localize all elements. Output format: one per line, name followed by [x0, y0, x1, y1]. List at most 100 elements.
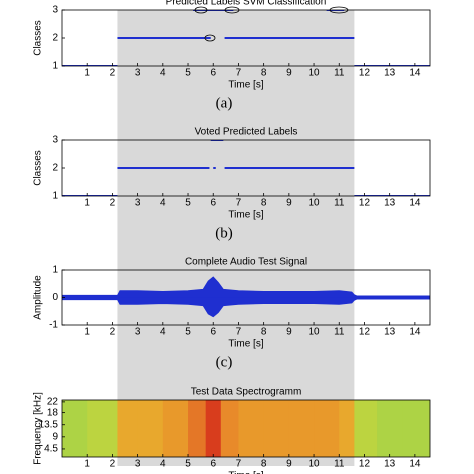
spectrogram-cell [87, 400, 118, 457]
x-tick-label: 4 [160, 68, 166, 79]
x-axis-label: Time [s] [228, 339, 263, 350]
x-tick-label: 5 [185, 198, 191, 209]
x-tick-label: 8 [261, 68, 267, 79]
x-tick-label: 3 [135, 327, 141, 338]
plot-area [62, 140, 430, 196]
x-tick-label: 6 [210, 327, 216, 338]
spectrogram-cell [263, 400, 290, 457]
x-tick-label: 8 [261, 327, 267, 338]
x-tick-label: 8 [261, 459, 267, 470]
spectrogram-cell [402, 400, 430, 457]
spectrogram-cell [339, 400, 355, 457]
spectrogram-cell [188, 400, 207, 457]
x-tick-label: 9 [286, 68, 292, 79]
y-axis-label: Amplitude [33, 275, 44, 320]
x-tick-label: 13 [384, 68, 396, 79]
spectrogram-cell [117, 400, 139, 457]
y-axis-label: Classes [33, 150, 44, 186]
spectrogram-cell [288, 400, 315, 457]
caption: (b) [215, 225, 233, 241]
y-tick-label: 3 [52, 135, 58, 146]
x-tick-label: 10 [308, 68, 320, 79]
x-tick-label: 7 [236, 327, 242, 338]
spectrogram-cell [62, 400, 88, 457]
x-tick-label: 9 [286, 459, 292, 470]
x-axis-label: Time [s] [228, 210, 263, 221]
x-tick-label: 2 [110, 198, 116, 209]
y-tick-label: 13.5 [39, 419, 59, 430]
x-tick-label: 2 [110, 68, 116, 79]
y-tick-label: 22 [47, 397, 59, 408]
signal-envelope [62, 276, 430, 298]
y-tick-label: 0 [52, 292, 58, 303]
plot-area [62, 276, 430, 318]
x-tick-label: 13 [384, 459, 396, 470]
x-tick-label: 5 [185, 68, 191, 79]
y-axis-label: Frequency [kHz] [33, 392, 44, 465]
y-tick-label: 1 [52, 265, 58, 276]
spectrogram-cell [377, 400, 403, 457]
x-tick-label: 11 [334, 327, 345, 338]
x-tick-label: 14 [409, 198, 421, 209]
spectrogram-cell [238, 400, 265, 457]
x-tick-label: 9 [286, 327, 292, 338]
spectrogram-cell [205, 400, 222, 457]
x-tick-label: 6 [210, 68, 216, 79]
spectrogram-cell [220, 400, 239, 457]
x-tick-label: 11 [334, 459, 345, 470]
y-tick-label: 1 [52, 61, 58, 72]
x-tick-label: 4 [160, 459, 166, 470]
x-axis-label: Time [s] [228, 471, 263, 474]
x-tick-label: 5 [185, 459, 191, 470]
spectrogram-cell [162, 400, 189, 457]
x-tick-label: 4 [160, 198, 166, 209]
caption: (c) [216, 354, 233, 370]
x-tick-label: 2 [110, 327, 116, 338]
y-axis-label: Classes [33, 20, 44, 56]
y-tick-label: 4.5 [44, 444, 58, 455]
x-tick-label: 12 [359, 68, 371, 79]
x-tick-label: 8 [261, 198, 267, 209]
x-tick-label: 3 [135, 68, 141, 79]
x-tick-label: 5 [185, 327, 191, 338]
spectrogram-cell [354, 400, 378, 457]
x-tick-label: 14 [409, 68, 421, 79]
x-tick-label: 7 [236, 198, 242, 209]
y-tick-label: 3 [52, 5, 58, 16]
x-tick-label: 6 [210, 198, 216, 209]
y-tick-label: 9 [52, 431, 58, 442]
chart-title: Complete Audio Test Signal [185, 257, 307, 268]
x-tick-label: 3 [135, 198, 141, 209]
x-tick-label: 2 [110, 459, 116, 470]
highlight-band [117, 10, 355, 466]
x-tick-label: 1 [84, 198, 90, 209]
x-tick-label: 12 [359, 198, 371, 209]
annotation-ellipse [224, 6, 240, 14]
x-tick-label: 14 [409, 459, 421, 470]
x-tick-label: 6 [210, 459, 216, 470]
x-tick-label: 12 [359, 459, 371, 470]
x-tick-label: 13 [384, 327, 396, 338]
x-tick-label: 14 [409, 327, 421, 338]
spectrogram-cell [137, 400, 164, 457]
chart-title: Test Data Spectrogramm [191, 387, 302, 398]
x-tick-label: 1 [84, 68, 90, 79]
plot-area [62, 10, 430, 66]
x-tick-label: 12 [359, 327, 371, 338]
plot-area [62, 400, 430, 457]
y-tick-label: 18 [47, 407, 59, 418]
x-tick-label: 3 [135, 459, 141, 470]
y-tick-label: -1 [49, 320, 58, 331]
chart-title: Voted Predicted Labels [195, 127, 298, 138]
chart-title: Predicted Labels SVM Classification [166, 0, 327, 8]
y-tick-label: 2 [52, 33, 58, 44]
x-tick-label: 4 [160, 327, 166, 338]
x-tick-label: 1 [84, 459, 90, 470]
x-tick-label: 10 [308, 198, 320, 209]
axes-box [61, 399, 431, 458]
